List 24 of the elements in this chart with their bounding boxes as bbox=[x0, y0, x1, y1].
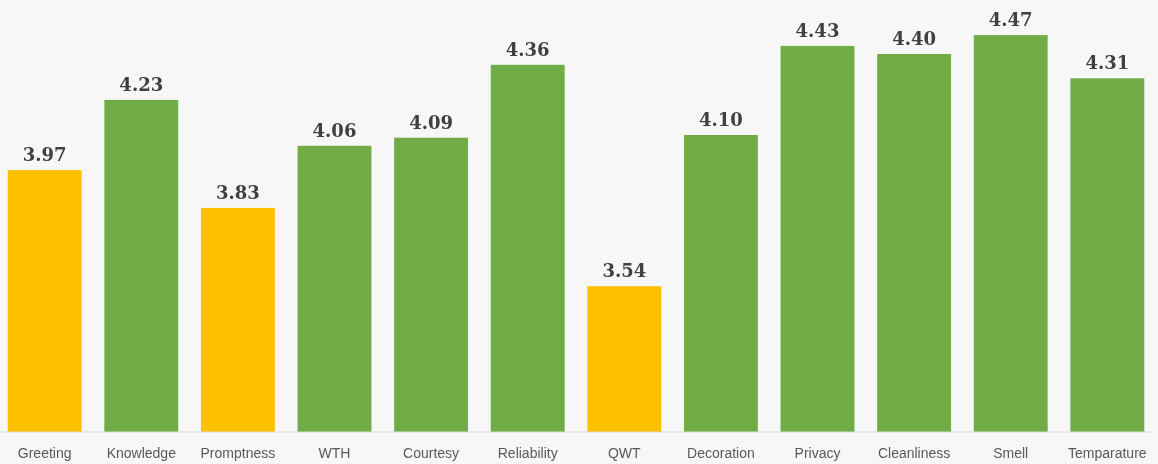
x-tick-label: QWT bbox=[607, 445, 642, 461]
x-tick-label: Reliability bbox=[497, 445, 558, 461]
x-tick-label: Temparature bbox=[1068, 445, 1147, 461]
data-label: 4.06 bbox=[312, 119, 357, 141]
data-label: 4.47 bbox=[988, 9, 1033, 31]
data-label: 4.43 bbox=[795, 19, 840, 41]
x-tick-label: Decoration bbox=[687, 445, 755, 461]
data-label: 4.36 bbox=[505, 38, 550, 60]
x-tick-label: Privacy bbox=[794, 445, 841, 461]
data-label: 4.40 bbox=[892, 28, 937, 49]
data-label: 4.31 bbox=[1085, 52, 1130, 74]
x-tick-label: WTH bbox=[318, 445, 351, 461]
data-label: 4.23 bbox=[119, 73, 164, 95]
data-label: 3.54 bbox=[602, 260, 647, 282]
data-label: 4.09 bbox=[409, 111, 454, 133]
data-label: 3.97 bbox=[22, 144, 67, 166]
data-label: 4.10 bbox=[698, 109, 743, 130]
x-tick-label: Greeting bbox=[17, 445, 72, 461]
x-tick-label: Knowledge bbox=[106, 445, 177, 461]
data-label: 3.83 bbox=[215, 181, 260, 203]
x-tick-label: Courtesy bbox=[403, 445, 460, 461]
x-tick-label: Promptness bbox=[200, 445, 276, 461]
x-tick-label: Cleanliness bbox=[877, 445, 951, 461]
x-tick-label: Smell bbox=[993, 445, 1029, 461]
